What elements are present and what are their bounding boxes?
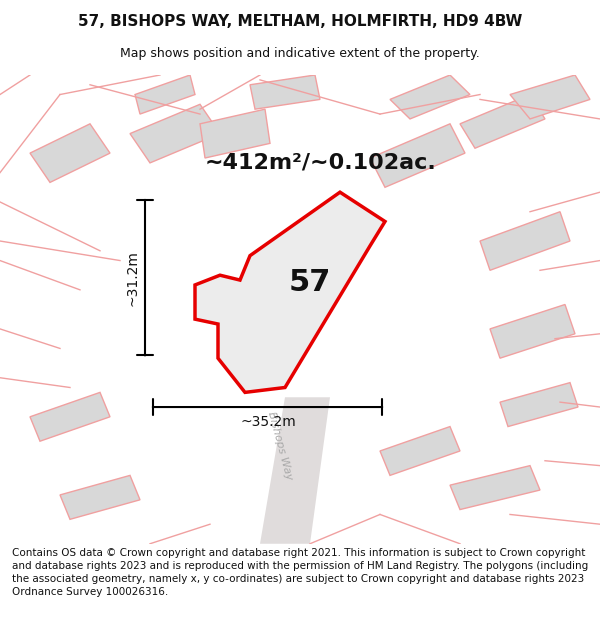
Polygon shape [130, 104, 220, 163]
Text: ~31.2m: ~31.2m [125, 250, 139, 306]
Polygon shape [390, 75, 470, 119]
Polygon shape [135, 75, 195, 114]
Polygon shape [480, 212, 570, 270]
Text: Bishops Way: Bishops Way [266, 411, 294, 481]
Text: ~35.2m: ~35.2m [240, 414, 296, 429]
Text: 57, BISHOPS WAY, MELTHAM, HOLMFIRTH, HD9 4BW: 57, BISHOPS WAY, MELTHAM, HOLMFIRTH, HD9… [78, 14, 522, 29]
Polygon shape [490, 304, 575, 358]
Polygon shape [250, 75, 320, 109]
Polygon shape [460, 94, 545, 148]
Text: ~412m²/~0.102ac.: ~412m²/~0.102ac. [205, 153, 437, 173]
Polygon shape [450, 466, 540, 509]
Polygon shape [30, 392, 110, 441]
Polygon shape [30, 124, 110, 182]
Text: Map shows position and indicative extent of the property.: Map shows position and indicative extent… [120, 48, 480, 61]
Polygon shape [195, 192, 385, 392]
Polygon shape [200, 109, 270, 158]
Polygon shape [370, 124, 465, 188]
Polygon shape [260, 398, 330, 544]
Polygon shape [510, 75, 590, 119]
Text: Contains OS data © Crown copyright and database right 2021. This information is : Contains OS data © Crown copyright and d… [12, 548, 588, 598]
Polygon shape [60, 476, 140, 519]
Polygon shape [380, 426, 460, 476]
Polygon shape [500, 382, 578, 426]
Text: 57: 57 [289, 268, 331, 296]
